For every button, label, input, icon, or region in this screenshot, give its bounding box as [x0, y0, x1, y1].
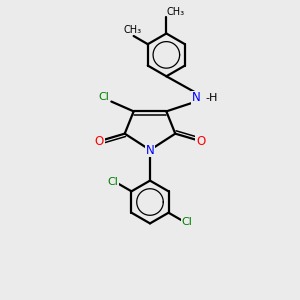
- Text: O: O: [196, 135, 205, 148]
- Text: CH₃: CH₃: [123, 25, 142, 35]
- Text: N: N: [146, 143, 154, 157]
- Text: Cl: Cl: [108, 177, 118, 187]
- Text: CH₃: CH₃: [166, 7, 184, 17]
- Text: N: N: [192, 92, 200, 104]
- Text: -H: -H: [205, 93, 218, 103]
- Text: Cl: Cl: [182, 217, 192, 227]
- Text: O: O: [95, 135, 104, 148]
- Text: Cl: Cl: [98, 92, 110, 102]
